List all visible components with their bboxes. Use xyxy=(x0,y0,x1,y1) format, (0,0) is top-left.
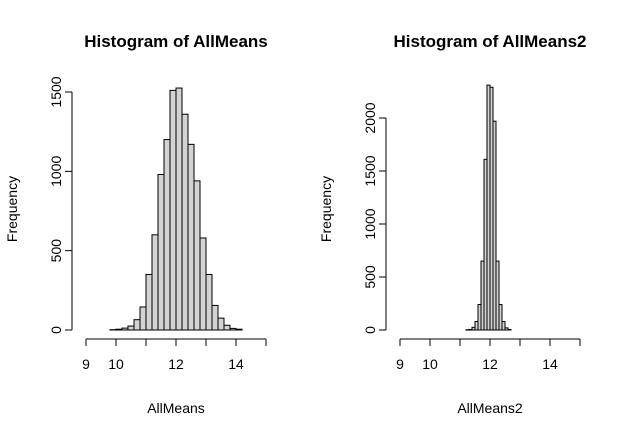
histogram-bar xyxy=(163,139,171,331)
histogram-bar xyxy=(199,237,207,331)
y-axis-label-allmeans: Frequency xyxy=(4,176,20,242)
histogram-bar xyxy=(211,304,219,331)
x-tick-label: 12 xyxy=(168,356,184,372)
histogram-bar xyxy=(504,327,509,331)
histogram-bar xyxy=(235,328,243,331)
y-tick-label: 500 xyxy=(362,265,378,289)
histogram-bar xyxy=(501,321,506,331)
axes-allmeans: 9 10 12 14 0 500 1000 1500 xyxy=(48,76,267,372)
histogram-bar xyxy=(507,328,512,331)
axes-allmeans2: 9 10 12 14 0 500 1000 1500 2000 xyxy=(362,102,581,372)
x-tick-label: 10 xyxy=(108,356,124,372)
x-tick-label: 14 xyxy=(228,356,244,372)
x-tick-label: 14 xyxy=(542,356,558,372)
y-axis-label-allmeans2: Frequency xyxy=(318,176,334,242)
histogram-bar xyxy=(151,234,159,331)
panel-allmeans: Histogram of AllMeans AllMeans Frequency… xyxy=(4,32,268,416)
histogram-bar xyxy=(205,273,213,331)
histogram-bar xyxy=(127,325,135,331)
x-axis-label-allmeans2: AllMeans2 xyxy=(457,400,523,416)
histogram-bar xyxy=(193,180,201,331)
chart-title-allmeans: Histogram of AllMeans xyxy=(84,32,268,51)
histogram-bar xyxy=(492,120,497,331)
histogram-bar xyxy=(157,174,165,331)
bars-allmeans xyxy=(109,87,243,331)
histogram-bar xyxy=(121,327,129,331)
x-tick-label: 9 xyxy=(82,356,90,372)
y-tick-label: 2000 xyxy=(362,102,378,133)
histogram-bar xyxy=(145,273,153,331)
y-tick-label: 0 xyxy=(48,326,64,334)
x-tick-label: 10 xyxy=(422,356,438,372)
x-axis-label-allmeans: AllMeans xyxy=(147,400,205,416)
histogram-bar xyxy=(498,304,503,331)
y-tick-label: 1500 xyxy=(48,76,64,107)
y-tick-label: 1000 xyxy=(48,156,64,187)
bars-allmeans2 xyxy=(465,84,512,331)
y-tick-label: 1000 xyxy=(362,208,378,239)
histogram-bar xyxy=(187,143,195,331)
y-tick-label: 1500 xyxy=(362,155,378,186)
histogram-bar xyxy=(229,327,237,331)
histogram-bar xyxy=(223,324,231,331)
histogram-bar xyxy=(495,260,500,331)
histogram-bar xyxy=(133,319,141,331)
y-tick-label: 500 xyxy=(48,239,64,263)
panel-allmeans2: Histogram of AllMeans2 AllMeans2 Frequen… xyxy=(318,32,587,416)
histogram-bar xyxy=(115,328,123,331)
y-tick-label: 0 xyxy=(362,326,378,334)
x-tick-label: 12 xyxy=(482,356,498,372)
x-tick-label: 9 xyxy=(396,356,404,372)
histogram-bar xyxy=(139,306,147,331)
histogram-bar xyxy=(175,87,183,331)
histogram-bar xyxy=(217,317,225,331)
histogram-bar xyxy=(181,113,189,331)
chart-title-allmeans2: Histogram of AllMeans2 xyxy=(393,32,586,51)
histogram-bar xyxy=(169,89,177,331)
